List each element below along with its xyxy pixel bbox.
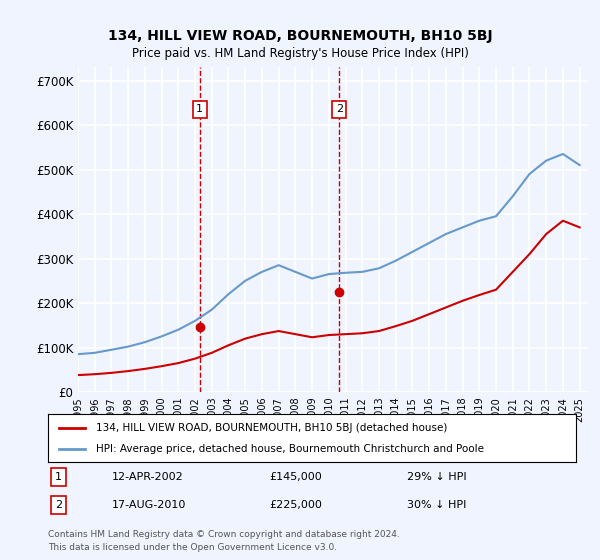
Text: 12-APR-2002: 12-APR-2002 [112,472,183,482]
Text: 1: 1 [196,104,203,114]
Text: £225,000: £225,000 [270,500,323,510]
Text: Price paid vs. HM Land Registry's House Price Index (HPI): Price paid vs. HM Land Registry's House … [131,46,469,60]
Text: 29% ↓ HPI: 29% ↓ HPI [407,472,467,482]
Text: 2: 2 [55,500,62,510]
Text: Contains HM Land Registry data © Crown copyright and database right 2024.: Contains HM Land Registry data © Crown c… [48,530,400,539]
Text: This data is licensed under the Open Government Licence v3.0.: This data is licensed under the Open Gov… [48,543,337,552]
Text: 1: 1 [55,472,62,482]
Text: 134, HILL VIEW ROAD, BOURNEMOUTH, BH10 5BJ: 134, HILL VIEW ROAD, BOURNEMOUTH, BH10 5… [107,29,493,44]
Text: HPI: Average price, detached house, Bournemouth Christchurch and Poole: HPI: Average price, detached house, Bour… [95,444,484,454]
Text: 2: 2 [336,104,343,114]
Text: 30% ↓ HPI: 30% ↓ HPI [407,500,466,510]
Text: 134, HILL VIEW ROAD, BOURNEMOUTH, BH10 5BJ (detached house): 134, HILL VIEW ROAD, BOURNEMOUTH, BH10 5… [95,423,447,433]
Text: £145,000: £145,000 [270,472,323,482]
Text: 17-AUG-2010: 17-AUG-2010 [112,500,186,510]
